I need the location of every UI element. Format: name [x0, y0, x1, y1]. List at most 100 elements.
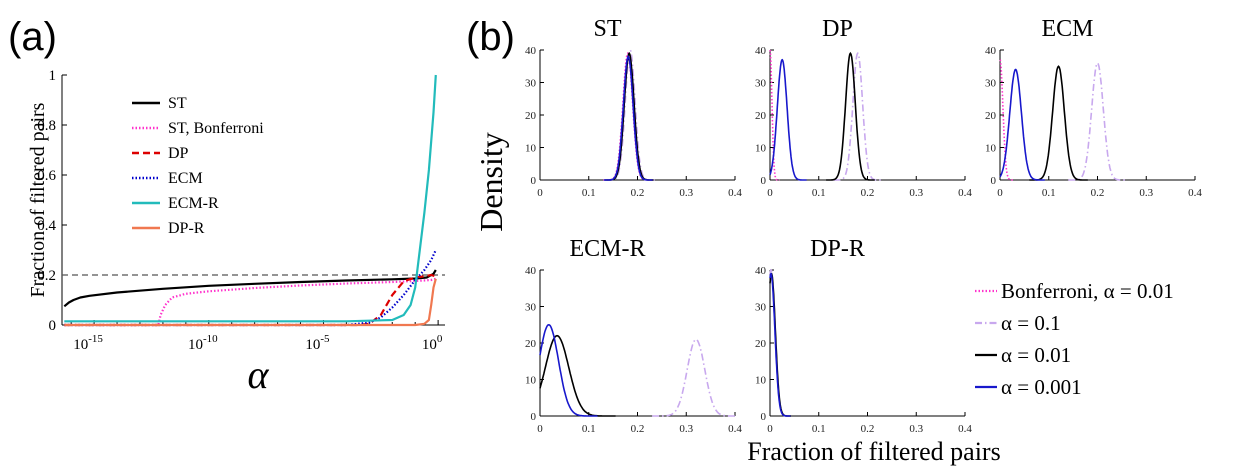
panel-a-chart: Fraction of filtered pairs α 0 0.2 0.4 0.6 0…: [27, 68, 445, 397]
panel-b-ecm-r-density-curve-2: [539, 323, 598, 417]
panel-a-series-ecm-r: [64, 74, 437, 323]
panel-b-st-x-tick-label: 0.2: [631, 187, 645, 199]
panel-b-ecm-y-tick-label: 40: [985, 45, 997, 57]
panel-a-series-dp: [64, 273, 437, 327]
panel-b-label: (b): [466, 15, 515, 59]
panel-b-st-y-tick-label: 0: [531, 175, 537, 187]
panel-b-legend-label-3: α = 0.001: [1001, 375, 1082, 399]
panel-b-dp-r-density-curve-2: [769, 272, 791, 417]
panel-b-dp-y-tick-label: 30: [755, 78, 767, 90]
panel-b-ecm-r-y-tick-label: 20: [525, 338, 537, 350]
panel-b-st-x-tick-label: 0.1: [582, 187, 596, 199]
panel-b-legend-label-0: Bonferroni, α = 0.01: [1001, 279, 1174, 303]
panel-a-y-tick-label: 0.4: [37, 218, 56, 234]
panel-b-ecm-x-tick-label: 0.2: [1091, 187, 1105, 199]
panel-a-series-ecm: [64, 249, 437, 327]
panel-b-ecm-x-tick-label: 0.4: [1188, 187, 1202, 199]
panel-b-ecm-title: ECM: [1041, 16, 1093, 42]
panel-b-dp-y-tick-label: 0: [761, 175, 767, 187]
panel-b-dp-title: DP: [822, 16, 853, 42]
panel-a-x-tick-label: 10-5: [305, 333, 330, 353]
panel-a-x-tick-label: 100: [422, 333, 443, 353]
panel-b-st-title: ST: [593, 16, 621, 42]
panel-b-dp-x-tick-label: 0.4: [958, 187, 972, 199]
panel-b-ecm-r-density-curve-1: [539, 334, 616, 417]
panel-b-dp-x-tick-label: 0.2: [861, 187, 875, 199]
panel-b-dp-x-tick-label: 0.3: [909, 187, 923, 199]
panel-b-legend-label-1: α = 0.1: [1001, 311, 1061, 335]
panel-b-ecm-r-x-tick-label: 0: [537, 423, 543, 435]
panel-b-ecm-r-y-tick-label: 10: [525, 375, 537, 387]
panel-b-ecm-x-tick-label: 0: [997, 187, 1003, 199]
panel-b-dp-r-y-tick-label: 30: [755, 302, 767, 314]
panel-b-ecm-y-tick-label: 30: [985, 78, 997, 90]
panel-b-dp-r-x-tick-label: 0.4: [958, 423, 972, 435]
panel-b-dp-r-y-tick-label: 20: [755, 338, 767, 350]
panel-a-y-tick-label: 0.8: [37, 118, 56, 134]
panel-b-ecm-x-tick-label: 0.1: [1042, 187, 1056, 199]
panel-a-legend-label-st: ST: [168, 95, 187, 112]
panel-b-st-y-tick-label: 30: [525, 78, 537, 90]
panel-b-ecm-r-y-tick-label: 0: [531, 411, 537, 423]
panel-a-label: (a): [8, 15, 57, 59]
panel-b-st-x-tick-label: 0.4: [728, 187, 742, 199]
panel-b-ecm-r-x-tick-label: 0.2: [631, 423, 645, 435]
panel-a-legend-label-dp-r: DP-R: [168, 220, 205, 237]
panel-b-st-density-curve-3: [603, 54, 653, 181]
panel-b-ecm-r-title: ECM-R: [569, 236, 645, 262]
panel-a-legend-label-ecm-r: ECM-R: [168, 195, 219, 212]
panel-b-st-x-tick-label: 0: [537, 187, 543, 199]
panel-b-dp-density-curve-3: [769, 58, 807, 181]
panel-b-legend-label-2: α = 0.01: [1001, 343, 1071, 367]
panel-b-dp-y-tick-label: 20: [755, 110, 767, 122]
panel-b-ecm-density-curve-0: [999, 59, 1015, 181]
panel-b-dp-r-x-tick-label: 0.3: [909, 423, 923, 435]
panel-a-y-axis-label: Fraction of filtered pairs: [27, 102, 49, 297]
panel-b-st-y-tick-label: 40: [525, 45, 537, 57]
panel-a-y-tick-label: 0.2: [37, 268, 56, 284]
panel-b-st-y-tick-label: 10: [525, 143, 537, 155]
panel-a-x-tick-label: 10-10: [188, 333, 218, 353]
panel-a-y-tick-label: 0: [49, 318, 57, 334]
panel-a-series-st-bonferroni: [64, 277, 437, 327]
panel-a-x-axis-label: α: [248, 352, 270, 397]
panel-b-dp-x-tick-label: 0.1: [812, 187, 826, 199]
panel-a-x-tick-label: 10-15: [73, 333, 103, 353]
panel-b-chart: Density Fraction of filtered pairs ST 0 10…: [473, 16, 1202, 466]
panel-b-dp-r-x-tick-label: 0.1: [812, 423, 826, 435]
panel-b-ecm-density-curve-2: [1029, 65, 1088, 181]
panel-b-ecm-r-x-tick-label: 0.3: [679, 423, 693, 435]
panel-b-st-x-tick-label: 0.3: [679, 187, 693, 199]
panel-a-legend-label-dp: DP: [168, 145, 189, 162]
panel-b-dp-r-y-tick-label: 10: [755, 375, 767, 387]
panel-a-y-tick-label: 0.6: [37, 168, 56, 184]
panel-b-x-axis-label: Fraction of filtered pairs: [747, 437, 1000, 466]
panel-b-ecm-y-tick-label: 20: [985, 110, 997, 122]
panel-b-ecm-density-curve-1: [1068, 61, 1127, 181]
panel-b-dp-y-tick-label: 40: [755, 45, 767, 57]
panel-b-ecm-y-tick-label: 10: [985, 143, 997, 155]
panel-b-dp-r-x-tick-label: 0: [767, 423, 773, 435]
panel-a-series-st: [63, 269, 437, 308]
panel-a-y-tick-label: 1: [49, 68, 57, 84]
panel-b-dp-r-y-tick-label: 40: [755, 265, 767, 277]
panel-a-legend-label-ecm: ECM: [168, 170, 203, 187]
panel-b-dp-density-curve-2: [826, 51, 875, 181]
panel-a-legend-label-st-bonferroni: ST, Bonferroni: [168, 120, 264, 137]
panel-b-ecm-r-x-tick-label: 0.4: [728, 423, 742, 435]
panel-b-dp-r-y-tick-label: 0: [761, 411, 767, 423]
panel-b-ecm-density-curve-3: [999, 68, 1045, 181]
panel-a-series-dp-r: [64, 278, 437, 327]
panel-b-st-density-curve-2: [604, 51, 654, 181]
panel-b-ecm-r-y-tick-label: 40: [525, 265, 537, 277]
panel-b-ecm-x-tick-label: 0.3: [1139, 187, 1153, 199]
panel-b-ecm-r-x-tick-label: 0.1: [582, 423, 596, 435]
panel-b-dp-y-tick-label: 10: [755, 143, 767, 155]
panel-b-ecm-y-tick-label: 0: [991, 175, 997, 187]
panel-b-y-axis-label: Density: [473, 132, 509, 232]
panel-b-st-y-tick-label: 20: [525, 110, 537, 122]
panel-b-ecm-r-density-curve-0: [652, 338, 735, 417]
panel-b-dp-x-tick-label: 0: [767, 187, 773, 199]
panel-b-ecm-r-y-tick-label: 30: [525, 302, 537, 314]
